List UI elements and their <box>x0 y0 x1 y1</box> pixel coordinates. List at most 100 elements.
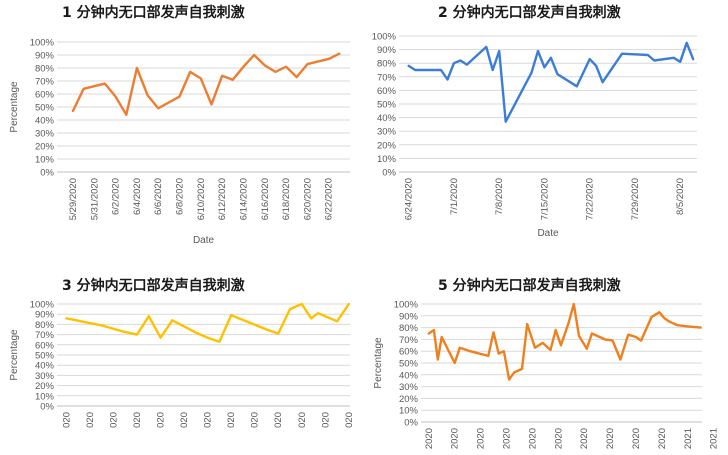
x-tick-label: 2020 <box>424 428 435 449</box>
y-tick-label: 30% <box>377 127 397 138</box>
series-line <box>407 41 695 123</box>
series-line <box>65 302 350 343</box>
x-tick-label: 5/29/2020 <box>68 178 79 220</box>
x-tick-label: 6/6/2020 <box>153 178 164 215</box>
x-tick-label: 020 <box>320 412 331 428</box>
x-tick-label: 020 <box>132 412 143 428</box>
y-tick-label: 70% <box>399 335 419 346</box>
x-tick-label: 7/22/2020 <box>585 178 596 220</box>
x-tick-label: 7/15/2020 <box>539 178 550 220</box>
y-tick-label: 0% <box>40 402 54 413</box>
y-tick-label: 80% <box>35 320 55 331</box>
x-tick-label: 6/20/2020 <box>302 178 313 220</box>
y-axis-label: Percentage <box>373 337 384 389</box>
y-tick-label: 80% <box>399 323 419 334</box>
x-tick-label: 2021 <box>709 428 720 449</box>
x-tick-label: 7/8/2020 <box>494 178 505 215</box>
y-tick-label: 30% <box>35 129 55 140</box>
x-tick-label: 2021 <box>683 428 694 449</box>
y-tick-label: 40% <box>35 361 55 372</box>
y-tick-label: 40% <box>35 116 55 127</box>
chart-title: 1 分钟内无口部发声自我刺激 <box>62 5 245 21</box>
x-tick-label: 2020 <box>476 428 487 449</box>
line-chart: 0%10%20%30%40%50%60%70%80%90%100%Percent… <box>351 32 697 239</box>
x-tick-label: 6/2/2020 <box>111 178 122 215</box>
series-line <box>427 302 702 381</box>
y-tick-label: 20% <box>35 381 55 392</box>
x-axis-label: Date <box>537 228 559 239</box>
y-tick-label: 10% <box>35 391 55 402</box>
y-tick-label: 30% <box>399 382 419 393</box>
x-tick-label: 5/31/2020 <box>89 178 100 220</box>
y-tick-label: 60% <box>35 340 55 351</box>
x-tick-label: 020 <box>61 412 72 428</box>
x-tick-label: 020 <box>250 412 261 428</box>
line-chart: 0% 10% 20% 30% 40% 50% 60% 70% 80% 90% 100% Percent… <box>9 38 350 246</box>
y-tick-label: 20% <box>399 394 419 405</box>
y-tick-label: 10% <box>399 406 419 417</box>
y-tick-label: 90% <box>35 310 55 321</box>
y-tick-label: 90% <box>377 45 397 56</box>
x-tick-label: 6/12/2020 <box>217 178 228 220</box>
y-axis-label: Percentage <box>9 81 20 133</box>
x-tick-label: 2020 <box>527 428 538 449</box>
y-tick-label: 100% <box>372 32 397 43</box>
y-tick-label: 60% <box>35 90 55 101</box>
y-tick-label: 90% <box>35 51 55 62</box>
x-tick-label: 2020 <box>450 428 461 449</box>
x-tick-label: 020 <box>179 412 190 428</box>
x-tick-label: 2020 <box>631 428 642 449</box>
y-tick-label: 0% <box>40 168 54 179</box>
y-tick-label: 40% <box>377 113 397 124</box>
y-tick-label: 60% <box>399 347 419 358</box>
y-tick-label: 40% <box>399 370 419 381</box>
y-tick-label: 0% <box>382 168 396 179</box>
y-tick-label: 60% <box>377 86 397 97</box>
x-tick-label: 6/18/2020 <box>281 178 292 220</box>
x-tick-label: 020 <box>226 412 237 428</box>
y-tick-label: 100% <box>394 300 419 311</box>
y-tick-label: 80% <box>35 64 55 75</box>
x-tick-label: 2020 <box>501 428 512 449</box>
y-tick-label: 10% <box>377 154 397 165</box>
y-tick-label: 20% <box>35 142 55 153</box>
y-tick-label: 0% <box>404 418 418 429</box>
x-tick-label: 6/8/2020 <box>175 178 186 215</box>
x-tick-label: 2020 <box>579 428 590 449</box>
line-chart: 0%10%20%30%40%50%60%70%80%90%100%Percent… <box>9 300 355 428</box>
y-tick-label: 50% <box>377 100 397 111</box>
y-tick-label: 70% <box>35 77 55 88</box>
x-tick-label: 6/24/2020 <box>404 178 415 220</box>
series-line <box>71 52 341 117</box>
x-tick-label: 7/29/2020 <box>630 178 641 220</box>
x-tick-label: 020 <box>156 412 167 428</box>
y-tick-label: 30% <box>35 371 55 382</box>
x-tick-label: 020 <box>273 412 284 428</box>
x-axis-label: Date <box>193 235 215 246</box>
line-chart: 0%10%20%30%40%50%60%70%80%90%100% Percent… <box>373 300 720 450</box>
x-tick-label: 020 <box>108 412 119 428</box>
chart-title: 5 分钟内无口部发声自我刺激 <box>438 278 621 294</box>
x-tick-label: 7/1/2020 <box>449 178 460 215</box>
y-tick-label: 10% <box>35 155 55 166</box>
x-tick-label: 6/4/2020 <box>132 178 143 215</box>
x-tick-label: 2020 <box>605 428 616 449</box>
y-tick-label: 90% <box>399 311 419 322</box>
y-tick-label: 50% <box>399 359 419 370</box>
y-tick-label: 50% <box>35 351 55 362</box>
y-tick-label: 50% <box>35 103 55 114</box>
chart-title: 3 分钟内无口部发声自我刺激 <box>62 278 245 294</box>
x-tick-label: 6/22/2020 <box>324 178 335 220</box>
chart-panel-1: 1 分钟内无口部发声自我刺激 0% 10% 20% 30% 40% 50% 60% 70% 80… <box>0 0 364 258</box>
chart-title: 2 分钟内无口部发声自我刺激 <box>438 5 621 21</box>
x-tick-label: 020 <box>85 412 96 428</box>
y-tick-label: 100% <box>30 38 55 49</box>
x-tick-label: 020 <box>203 412 214 428</box>
x-tick-label: 6/10/2020 <box>196 178 207 220</box>
y-axis-label: Percentage <box>9 329 20 381</box>
chart-panel-2: 2 分钟内无口部发声自我刺激 0% 10% 20% 30% 40% 50% 60% 70% 80… <box>351 0 728 258</box>
x-tick-label: 6/16/2020 <box>260 178 271 220</box>
x-tick-label: 2020 <box>657 428 668 449</box>
chart-panel-4: 5 分钟内无口部发声自我刺激 0% 10% 20% 30% 40% 50% 60% 70% 80… <box>364 267 728 451</box>
chart-panel-3: 3 分钟内无口部发声自我刺激 0% 10% 20% 30% 40% 50% 60% 70% 80… <box>0 267 364 451</box>
